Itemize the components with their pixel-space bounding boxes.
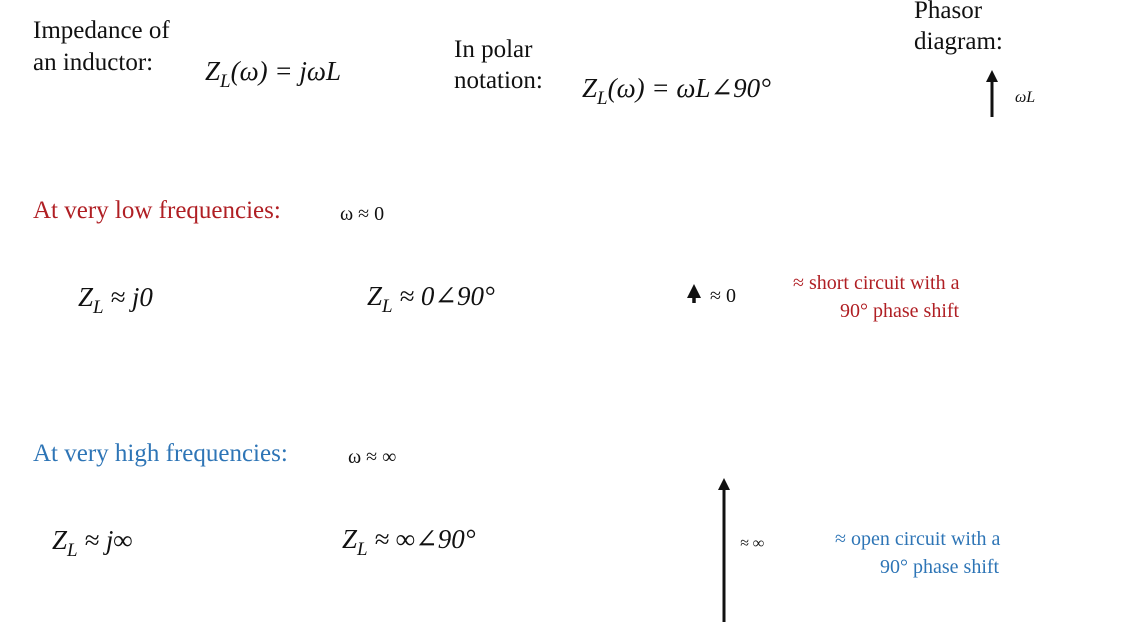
- low-condition: ω ≈ 0: [340, 203, 384, 225]
- low-arrow-label: ≈ 0: [710, 285, 736, 307]
- high-note: ≈ open circuit with a: [835, 528, 1000, 550]
- formula-subscript: L: [66, 540, 78, 561]
- formula-rest: (ω) = jωL: [231, 56, 341, 86]
- polar-label: notation:: [454, 67, 543, 94]
- formula-base: Z: [342, 524, 358, 554]
- high-note: 90° phase shift: [880, 556, 1000, 578]
- low-rect-form: ZL ≈ j0: [78, 282, 153, 318]
- intro-label: Impedance of: [33, 17, 170, 44]
- high-polar-form: ZL ≈ ∞∠90°: [342, 524, 476, 560]
- formula-rest: ≈ j∞: [78, 525, 133, 555]
- low-polar-form: ZL ≈ 0∠90°: [367, 281, 495, 317]
- low-note: ≈ short circuit with a: [793, 272, 960, 294]
- low-note: 90° phase shift: [840, 300, 960, 322]
- formula-base: Z: [582, 73, 598, 103]
- intro-label: an inductor:: [33, 49, 153, 76]
- low-heading: At very low frequencies:: [33, 197, 281, 224]
- formula-subscript: L: [92, 297, 104, 318]
- formula-base: Z: [367, 281, 383, 311]
- polar-label: In polar: [454, 36, 533, 63]
- high-rect-form: ZL ≈ j∞: [52, 525, 133, 561]
- formula-rest: (ω) = ωL∠90°: [608, 73, 771, 103]
- intro-formula: ZL(ω) = jωL: [205, 56, 341, 92]
- formula-subscript: L: [596, 88, 608, 109]
- formula-subscript: L: [219, 71, 231, 92]
- high-condition: ω ≈ ∞: [348, 446, 396, 468]
- formula-base: Z: [78, 282, 94, 312]
- formula-subscript: L: [356, 539, 368, 560]
- formula-base: Z: [205, 56, 221, 86]
- formula-rest: ≈ ∞∠90°: [368, 524, 476, 554]
- high-arrow-label: ≈ ∞: [740, 535, 764, 552]
- formula-base: Z: [52, 525, 68, 555]
- formula-subscript: L: [381, 296, 393, 317]
- formula-rest: ≈ 0∠90°: [393, 281, 495, 311]
- polar-formula: ZL(ω) = ωL∠90°: [582, 73, 771, 109]
- phasor-arrow-label: ωL: [1015, 89, 1035, 106]
- formula-rest: ≈ j0: [104, 282, 154, 312]
- high-heading: At very high frequencies:: [33, 440, 288, 467]
- phasor-label: diagram:: [914, 28, 1003, 55]
- phasor-label: Phasor: [914, 0, 983, 24]
